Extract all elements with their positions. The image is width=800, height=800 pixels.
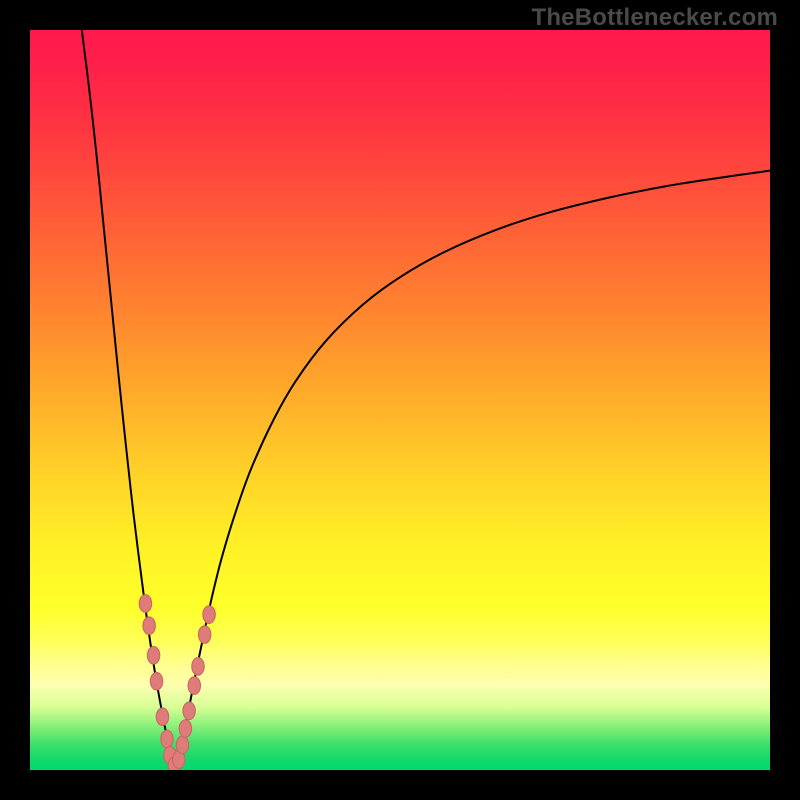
data-marker (188, 677, 200, 695)
data-marker (183, 702, 195, 720)
bottleneck-chart (0, 0, 800, 800)
watermark-text: TheBottlenecker.com (531, 4, 778, 32)
data-marker (176, 736, 188, 754)
data-marker (150, 672, 162, 690)
data-marker (156, 708, 168, 726)
data-marker (198, 626, 210, 644)
data-marker (143, 617, 155, 635)
data-marker (161, 730, 173, 748)
data-marker (192, 658, 204, 676)
data-marker (139, 595, 151, 613)
chart-root: TheBottlenecker.com (0, 0, 800, 800)
data-marker (203, 606, 215, 624)
data-marker (147, 647, 159, 665)
chart-gradient-background (30, 30, 770, 770)
data-marker (179, 720, 191, 738)
